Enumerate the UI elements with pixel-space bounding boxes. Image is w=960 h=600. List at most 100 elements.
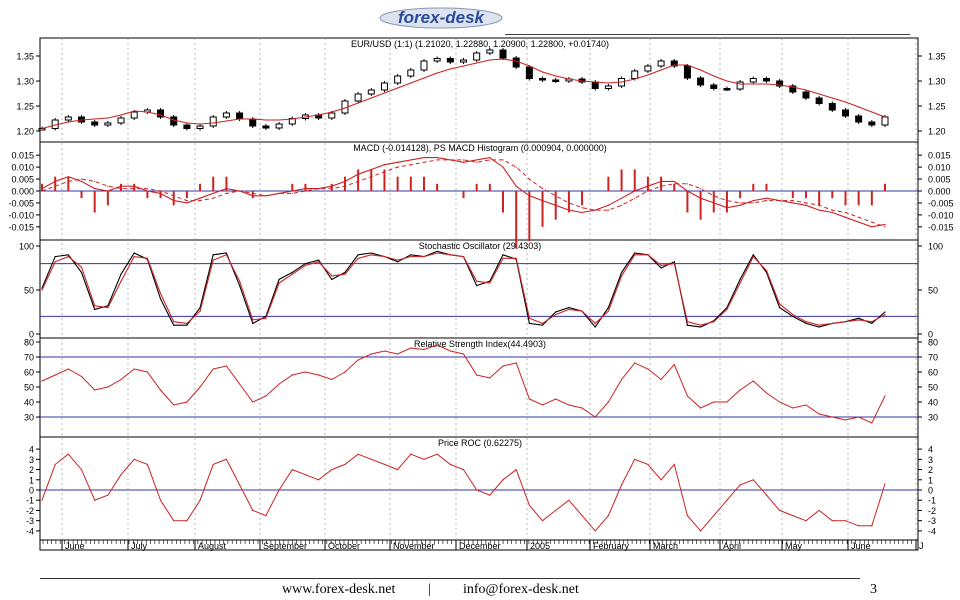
candle-body <box>473 52 481 61</box>
series-point <box>634 197 636 199</box>
series-point <box>555 195 557 197</box>
series-point <box>423 156 425 159</box>
series-point <box>120 114 122 116</box>
series-point <box>792 407 794 409</box>
series-point <box>291 192 293 194</box>
series-point <box>80 266 83 268</box>
series-point <box>186 202 188 204</box>
series-point <box>607 204 609 206</box>
series-point <box>752 479 754 481</box>
series-point <box>765 199 768 202</box>
series-point <box>304 116 307 118</box>
series-point <box>594 322 596 325</box>
series-point <box>120 280 122 282</box>
candle-body <box>539 78 547 81</box>
series-point <box>94 188 96 190</box>
series-point <box>423 255 425 258</box>
series-point <box>792 514 794 517</box>
candle-body <box>644 65 652 72</box>
candle-body <box>525 66 533 79</box>
series-point <box>383 255 386 258</box>
series-point <box>739 202 741 204</box>
series-point <box>344 107 346 109</box>
series-point <box>884 116 886 118</box>
y-tick-label-left: -0.005 <box>8 198 34 208</box>
series-point <box>173 321 175 323</box>
series-point <box>67 368 69 370</box>
series-point <box>831 520 833 522</box>
series-point <box>252 322 254 325</box>
candle-body <box>762 78 770 82</box>
series-point <box>555 204 557 206</box>
series-point <box>647 368 649 370</box>
series-point <box>528 322 530 325</box>
series-point <box>502 166 504 168</box>
series-point <box>67 254 69 256</box>
series-point <box>423 161 425 163</box>
series-point <box>818 509 820 512</box>
series-point <box>673 263 675 265</box>
y-tick-label-right: 0.010 <box>928 163 951 173</box>
series-point <box>871 322 873 325</box>
series-point <box>436 72 438 74</box>
candle-body <box>631 70 639 79</box>
footer-website[interactable]: www.forex-desk.net <box>282 582 396 597</box>
series-point <box>713 202 715 204</box>
moving-average-line <box>41 58 886 130</box>
candle-body <box>841 109 849 117</box>
series-point <box>502 365 504 367</box>
y-tick-label-left: 40 <box>24 398 34 408</box>
series-point <box>120 273 122 275</box>
series-point <box>159 298 162 300</box>
y-tick-label-right: 1.20 <box>928 127 946 137</box>
y-tick-label-left: 100 <box>19 242 34 252</box>
series-point <box>291 468 293 471</box>
series-point <box>805 202 807 204</box>
footer-separator: | <box>428 582 431 597</box>
series-point <box>146 371 148 373</box>
series-point <box>370 458 372 460</box>
series-point <box>568 308 570 310</box>
candle-body <box>670 60 678 67</box>
chart-frame <box>39 37 919 551</box>
series-point <box>423 348 425 351</box>
series-point <box>120 378 122 381</box>
series-point <box>199 386 201 388</box>
series-point <box>304 188 307 190</box>
series-point <box>238 118 241 120</box>
candle-body <box>723 88 731 91</box>
series-point <box>238 190 241 192</box>
series-point <box>357 173 359 175</box>
series-point <box>871 226 873 228</box>
month-label: June <box>851 541 871 551</box>
series-point <box>686 183 689 185</box>
footer-rule <box>40 578 860 579</box>
candle-body <box>512 57 520 68</box>
series-point <box>871 221 873 223</box>
series-point <box>186 324 188 326</box>
series-point <box>568 202 570 204</box>
series-point <box>765 270 768 272</box>
series-point <box>410 82 412 84</box>
series-point <box>660 69 662 71</box>
series-point <box>660 180 662 183</box>
series-point <box>528 317 530 319</box>
series-point <box>686 324 689 326</box>
series-point <box>357 359 359 361</box>
series-point <box>80 468 83 471</box>
y-tick-label-left: 1.25 <box>16 102 34 112</box>
series-point <box>620 378 623 381</box>
series-point <box>818 93 820 95</box>
series-point <box>831 97 833 99</box>
series-point <box>159 190 162 192</box>
series-point <box>252 509 254 512</box>
y-tick-label-right: 30 <box>928 413 938 423</box>
footer-email[interactable]: info@forex-desk.net <box>463 582 579 597</box>
series-point <box>779 307 781 309</box>
series-point <box>699 197 702 199</box>
candle-body <box>736 81 744 90</box>
series-point <box>265 317 267 319</box>
series-point <box>252 401 254 403</box>
series-point <box>831 209 833 211</box>
series-point <box>133 110 135 112</box>
